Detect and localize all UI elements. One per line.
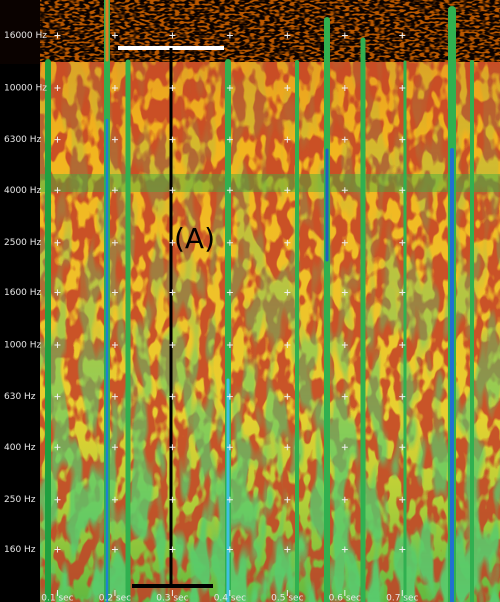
x-tick-label: 0.6 sec (329, 594, 361, 602)
grid-cross (111, 444, 118, 451)
grid-cross (284, 393, 291, 400)
grid-cross (284, 342, 291, 349)
y-tick-label: 2500 Hz (4, 238, 42, 248)
grid-cross (226, 136, 233, 143)
grid-cross (54, 546, 61, 553)
grid-cross (54, 342, 61, 349)
grid-cross (54, 85, 61, 92)
y-tick-label: 250 Hz (4, 495, 36, 505)
grid-cross (341, 496, 348, 503)
grid-cross (111, 32, 118, 39)
grid-cross (169, 444, 176, 451)
x-tick-label: 0.2 sec (99, 594, 131, 602)
grid-cross (169, 342, 176, 349)
grid-cross (54, 32, 61, 39)
grid-cross (341, 187, 348, 194)
grid-cross (284, 444, 291, 451)
grid-cross (169, 136, 176, 143)
grid-cross (284, 136, 291, 143)
grid-cross (226, 393, 233, 400)
annotation-bracket (118, 46, 224, 588)
grid-cross (226, 187, 233, 194)
grid-cross (111, 342, 118, 349)
y-tick-label: 10000 Hz (4, 84, 47, 94)
grid-cross (284, 546, 291, 553)
grid-cross (111, 289, 118, 296)
grid-cross (111, 393, 118, 400)
grid-cross (169, 289, 176, 296)
grid-cross (399, 136, 406, 143)
grid-cross (54, 136, 61, 143)
grid-cross (111, 239, 118, 246)
grid-cross (226, 496, 233, 503)
grid-cross (169, 239, 176, 246)
grid-cross (399, 342, 406, 349)
x-tick-label: 0.3 sec (156, 594, 188, 602)
grid-cross (399, 32, 406, 39)
grid-cross (226, 546, 233, 553)
grid-cross (399, 239, 406, 246)
grid-cross (169, 546, 176, 553)
grid-cross (341, 239, 348, 246)
grid-cross (111, 187, 118, 194)
x-tick-label: 0.5 sec (271, 594, 303, 602)
y-tick-label: 160 Hz (4, 545, 36, 555)
y-tick-label: 6300 Hz (4, 135, 42, 145)
grid-cross (341, 546, 348, 553)
grid-cross (284, 239, 291, 246)
grid-cross (169, 32, 176, 39)
grid-cross (54, 289, 61, 296)
grid-cross (226, 239, 233, 246)
grid-cross (399, 187, 406, 194)
grid-cross (399, 496, 406, 503)
grid-cross (284, 496, 291, 503)
grid-cross (399, 289, 406, 296)
grid-cross (169, 187, 176, 194)
grid-cross (111, 85, 118, 92)
grid-cross (284, 32, 291, 39)
x-tick-label: 0.1 sec (41, 594, 73, 602)
grid-cross (169, 393, 176, 400)
y-tick-label: 16000 Hz (4, 31, 47, 41)
grid-cross (54, 444, 61, 451)
grid-cross (54, 496, 61, 503)
grid-cross (341, 32, 348, 39)
grid-cross (111, 136, 118, 143)
grid-cross (111, 496, 118, 503)
grid-cross (399, 393, 406, 400)
grid-cross (54, 239, 61, 246)
y-tick-label: 1000 Hz (4, 341, 42, 351)
grid-cross (226, 85, 233, 92)
grid-cross (226, 289, 233, 296)
grid-cross (226, 342, 233, 349)
y-tick-label: 1600 Hz (4, 288, 42, 298)
grid-cross (341, 342, 348, 349)
grid-cross (341, 444, 348, 451)
x-tick-label: 0.4 sec (214, 594, 246, 602)
grid-cross (399, 546, 406, 553)
grid-cross (54, 187, 61, 194)
grid-cross (169, 496, 176, 503)
grid-cross (226, 32, 233, 39)
grid-cross (284, 187, 291, 194)
grid-cross (284, 289, 291, 296)
grid-cross (341, 136, 348, 143)
grid-cross (341, 289, 348, 296)
grid-cross (341, 85, 348, 92)
grid-cross (399, 85, 406, 92)
grid-cross (284, 85, 291, 92)
grid-cross (111, 546, 118, 553)
x-tick-label: 0.7 sec (386, 594, 418, 602)
grid-cross (54, 393, 61, 400)
grid-cross (341, 393, 348, 400)
grid-cross (169, 85, 176, 92)
grid-cross (226, 444, 233, 451)
annotation-label: (A) (174, 222, 215, 255)
y-tick-label: 630 Hz (4, 392, 36, 402)
grid-cross (399, 444, 406, 451)
y-tick-label: 4000 Hz (4, 186, 42, 196)
y-tick-label: 400 Hz (4, 443, 36, 453)
